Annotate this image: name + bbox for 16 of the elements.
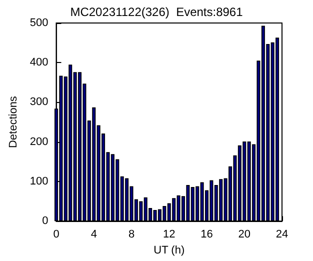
x-axis-title: UT (h) xyxy=(154,244,185,256)
chart-title: MC20231122(326) Events:8961 xyxy=(70,5,244,19)
x-tick-label: 8 xyxy=(128,228,135,241)
x-tick-label: 16 xyxy=(200,228,213,241)
x-tick-label: 20 xyxy=(238,228,250,241)
x-tick-label: 0 xyxy=(53,228,60,241)
y-tick-label: 300 xyxy=(30,96,48,108)
y-tick-label: 0 xyxy=(42,215,48,228)
y-tick-label: 200 xyxy=(30,136,48,148)
y-tick-label: 100 xyxy=(30,175,48,188)
x-tick-label: 12 xyxy=(163,228,176,241)
y-axis-title: Detections xyxy=(8,96,20,148)
y-tick-label: 500 xyxy=(30,17,48,29)
x-tick-label: 24 xyxy=(276,228,288,241)
y-tick-label: 400 xyxy=(30,56,48,69)
x-tick-label: 4 xyxy=(90,228,97,241)
